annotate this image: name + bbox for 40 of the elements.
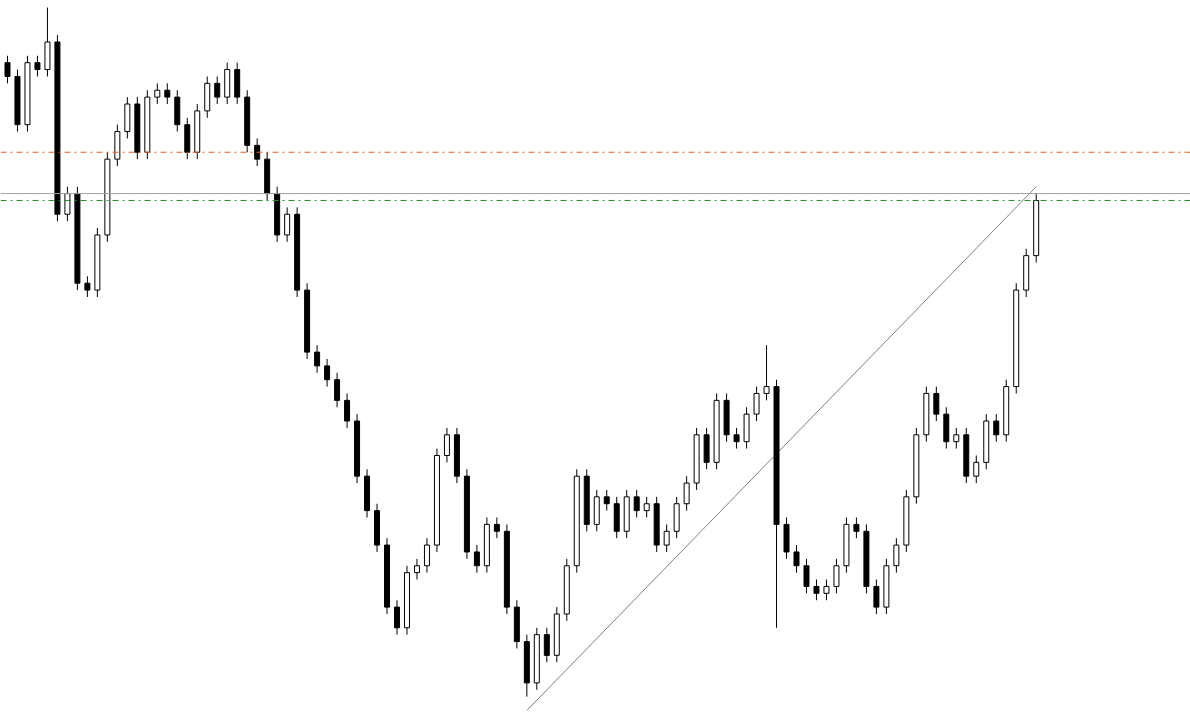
candlestick [643, 496, 650, 519]
candlestick [683, 475, 690, 512]
candlestick [803, 558, 810, 594]
candlestick [443, 427, 450, 463]
candlestick [314, 344, 321, 374]
candlestick [394, 599, 400, 636]
candlestick [154, 82, 161, 105]
candlestick [324, 358, 331, 388]
candlestick [413, 558, 420, 581]
candlestick [214, 75, 221, 105]
candlestick [663, 523, 670, 553]
candlestick [633, 489, 640, 519]
candlestick [953, 427, 960, 450]
candlestick [833, 558, 840, 594]
candlestick [164, 82, 171, 105]
candlestick [793, 544, 800, 574]
candlestick [473, 544, 480, 574]
candlestick [34, 55, 41, 77]
candlestick [893, 537, 900, 574]
candlestick [64, 186, 71, 222]
candlestick [823, 579, 830, 601]
candlestick [873, 579, 880, 615]
candlestick [933, 386, 940, 422]
candlestick [603, 489, 610, 512]
candlestick [733, 427, 740, 450]
candlestick [763, 344, 770, 401]
candlestick [344, 392, 351, 429]
candlestick [254, 137, 261, 167]
candlestick [84, 275, 91, 298]
candlestick [284, 206, 291, 243]
candlestick [543, 627, 550, 663]
candlestick [423, 537, 430, 574]
candlestick [753, 386, 760, 422]
candlestick [334, 372, 341, 408]
candlestick [993, 413, 1000, 443]
candlestick [973, 454, 980, 484]
candlestick [853, 517, 860, 539]
candlestick [813, 579, 820, 601]
candlestick [4, 55, 11, 84]
candlestick [493, 517, 500, 539]
